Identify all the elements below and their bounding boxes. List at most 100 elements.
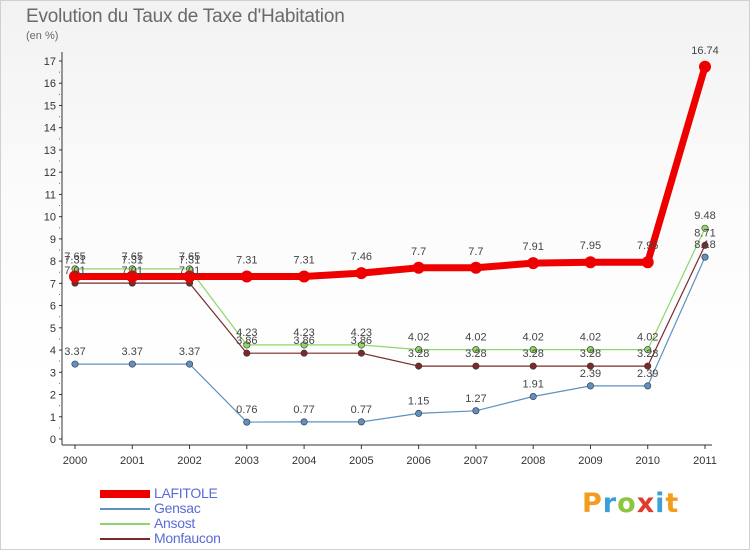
data-point-lafitole	[412, 261, 425, 274]
data-point-lafitole	[69, 270, 81, 283]
x-tick-label: 2009	[578, 455, 602, 467]
data-label-monfaucon: 3.86	[236, 335, 257, 347]
x-tick-label: 2007	[464, 455, 488, 467]
y-tick-label: 5	[50, 323, 56, 335]
data-point-lafitole	[699, 60, 711, 73]
x-tick-label: 2008	[521, 455, 545, 467]
data-label-monfaucon: 8.71	[694, 227, 715, 239]
y-tick-label: 0	[50, 434, 56, 446]
series-labels: 7.01 7.01 7.01 3.86 3.86 3.86 3.28 3.28 3.28 3.28…	[64, 45, 718, 416]
data-point-lafitole	[298, 270, 311, 283]
data-point-ansost	[300, 341, 308, 349]
legend-swatch	[100, 538, 150, 540]
data-point-lafitole	[527, 257, 540, 270]
data-point-gensac	[529, 393, 537, 401]
data-label-gensac: 1.27	[465, 393, 486, 405]
data-label-gensac: 3.37	[122, 346, 143, 358]
x-tick-label: 2006	[406, 455, 430, 467]
data-point-gensac	[71, 360, 79, 368]
legend-swatch	[100, 508, 150, 510]
data-label-gensac: 3.37	[179, 346, 200, 358]
data-point-monfaucon	[243, 349, 251, 357]
data-point-monfaucon	[357, 349, 365, 357]
data-point-ansost	[415, 346, 423, 354]
data-point-ansost	[472, 346, 480, 354]
data-label-ansost: 4.23	[351, 327, 372, 339]
data-label-ansost: 7.65	[179, 251, 200, 263]
data-point-lafitole	[126, 270, 139, 283]
y-tick-label: 11	[45, 189, 56, 201]
data-label-lafitole: 7.46	[351, 251, 372, 263]
data-label-ansost: 4.02	[580, 332, 601, 344]
data-label-monfaucon: 3.28	[465, 348, 486, 360]
data-label-monfaucon: 3.86	[293, 335, 314, 347]
data-label-monfaucon: 3.28	[637, 348, 658, 360]
data-point-monfaucon	[644, 362, 652, 370]
data-point-ansost	[357, 341, 365, 349]
data-point-lafitole	[469, 261, 482, 274]
x-tick-label: 2002	[177, 455, 201, 467]
series-line-ansost	[74, 227, 706, 351]
y-tick-label: 9	[50, 234, 56, 246]
data-label-ansost: 7.65	[64, 251, 85, 263]
y-tick-label: 10	[44, 212, 56, 224]
data-label-gensac: 2.39	[580, 368, 601, 380]
data-point-gensac	[586, 382, 594, 390]
y-tick-label: 1	[50, 412, 56, 424]
data-label-ansost: 4.23	[293, 327, 314, 339]
data-label-gensac: 0.76	[236, 404, 257, 416]
data-point-lafitole	[183, 270, 196, 283]
data-point-ansost	[529, 346, 537, 354]
data-point-monfaucon	[529, 362, 537, 370]
data-label-ansost: 4.23	[236, 327, 257, 339]
data-point-monfaucon	[300, 349, 308, 357]
data-label-lafitole: 7.95	[637, 240, 658, 252]
data-point-gensac	[300, 418, 308, 426]
data-label-ansost: 4.02	[408, 332, 429, 344]
data-label-lafitole: 7.31	[122, 254, 143, 266]
data-label-gensac: 0.77	[293, 404, 314, 416]
legend-swatch	[100, 490, 150, 498]
legend-label: LAFITOLE	[154, 485, 218, 501]
x-tick-label: 2011	[693, 455, 717, 467]
y-tick-label: 15	[44, 100, 56, 112]
chart-unit: (en %)	[26, 30, 59, 42]
y-tick-label: 7	[50, 278, 56, 290]
data-point-ansost	[644, 346, 652, 354]
x-tick-label: 2010	[635, 455, 659, 467]
data-label-ansost: 4.02	[465, 332, 486, 344]
data-point-ansost	[701, 224, 709, 232]
data-point-gensac	[644, 382, 652, 390]
series-line-gensac	[74, 256, 706, 423]
legend-label: Ansost	[154, 515, 195, 531]
x-tick-label: 2000	[63, 455, 87, 467]
data-point-ansost	[243, 341, 251, 349]
data-label-monfaucon: 3.28	[522, 348, 543, 360]
data-point-ansost	[586, 346, 594, 354]
data-label-monfaucon: 7.01	[64, 265, 85, 277]
data-label-ansost: 7.65	[122, 251, 143, 263]
x-tick-label: 2003	[235, 455, 259, 467]
data-label-ansost: 4.02	[522, 332, 543, 344]
proxiti-logo: Proxit	[582, 488, 680, 519]
legend-swatch	[100, 523, 150, 525]
data-label-lafitole: 7.95	[580, 240, 601, 252]
data-label-gensac: 0.77	[351, 404, 372, 416]
data-point-gensac	[472, 407, 480, 415]
y-tick-label: 16	[44, 78, 56, 90]
data-point-monfaucon	[701, 241, 709, 249]
data-point-monfaucon	[472, 362, 480, 370]
data-label-lafitole: 7.91	[522, 241, 543, 253]
series-line-lafitole	[71, 63, 709, 280]
data-point-lafitole	[355, 267, 368, 280]
data-point-gensac	[243, 418, 251, 426]
data-label-lafitole: 7.7	[468, 246, 483, 258]
data-label-lafitole: 7.31	[179, 254, 200, 266]
y-tick-label: 8	[50, 256, 56, 268]
data-point-monfaucon	[415, 362, 423, 370]
data-label-lafitole: 7.31	[64, 254, 85, 266]
data-label-monfaucon: 3.28	[408, 348, 429, 360]
y-tick-label: 14	[44, 123, 56, 135]
data-point-lafitole	[584, 256, 597, 269]
